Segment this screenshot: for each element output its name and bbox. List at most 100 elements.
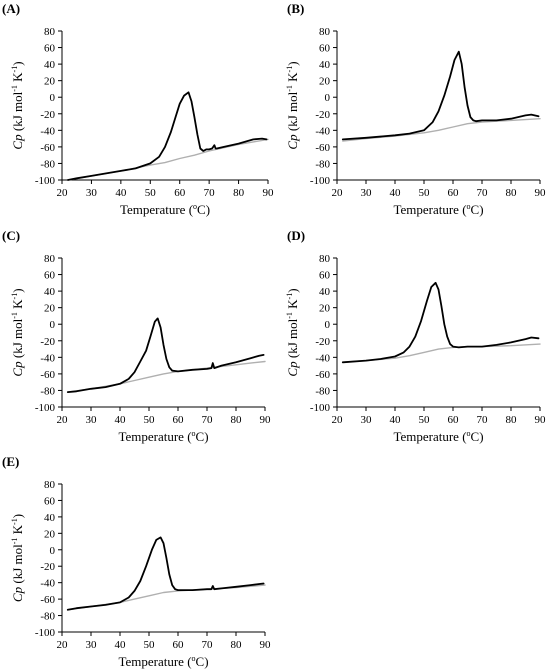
x-axis-title-text: Temperature ( xyxy=(118,654,191,669)
y-tick-label: -80 xyxy=(40,611,55,623)
y-tick-label: 60 xyxy=(44,43,56,55)
x-tick-label: 70 xyxy=(202,639,214,651)
y-tick-label: 0 xyxy=(325,92,331,104)
x-tick-label: 40 xyxy=(115,187,127,199)
y-tick-label: -100 xyxy=(35,402,56,414)
measured-curve xyxy=(67,91,268,181)
x-tick-label: 70 xyxy=(477,414,489,426)
y-tick-label: 40 xyxy=(319,286,331,298)
y-axis-title-text: (kJ mol xyxy=(10,544,25,584)
y-tick-label: 40 xyxy=(44,59,56,71)
y-axis-title-text: K xyxy=(10,524,25,537)
y-tick-label: -100 xyxy=(35,627,56,639)
y-tick-label: -40 xyxy=(315,352,330,364)
y-axis-title-text: (kJ mol xyxy=(285,91,300,131)
y-axis-title-symbol: Cp xyxy=(10,584,25,602)
y-axis-title: Cp (kJ mol-1 K-1) xyxy=(285,288,300,376)
y-tick-label: 80 xyxy=(44,253,56,265)
y-axis-title-text: (kJ mol xyxy=(285,318,300,358)
x-tick-label: 50 xyxy=(144,639,156,651)
x-tick-label: 20 xyxy=(57,414,69,426)
x-tick-label: 30 xyxy=(86,414,98,426)
y-axis-title-text: (kJ mol xyxy=(10,318,25,358)
x-axis-title-text: Temperature ( xyxy=(118,429,191,444)
x-tick-label: 50 xyxy=(419,187,431,199)
y-tick-label: 60 xyxy=(319,270,331,282)
y-tick-label: 40 xyxy=(44,512,56,524)
y-axis-title-symbol: Cp xyxy=(10,358,25,376)
y-tick-label: 80 xyxy=(319,253,331,265)
x-axis-title-end: C) xyxy=(197,202,210,217)
y-tick-label: -20 xyxy=(40,109,55,121)
y-axis-title-sup: -1 xyxy=(285,293,294,300)
y-tick-label: -20 xyxy=(40,561,55,573)
measured-curve xyxy=(341,50,540,141)
x-tick-label: 90 xyxy=(260,414,272,426)
panel-b: (B) -100 -80 -60 -40 -20 0 20 40 60 80 20 30 40 50 60 70… xyxy=(285,1,546,217)
y-tick-label: 0 xyxy=(50,545,56,557)
y-axis-title-end: ) xyxy=(10,514,25,518)
x-tick-label: 80 xyxy=(506,187,518,199)
y-axis-title-text: K xyxy=(285,72,300,85)
x-tick-label: 40 xyxy=(390,414,402,426)
x-tick-label: 40 xyxy=(390,187,402,199)
y-tick-label: -40 xyxy=(315,125,330,137)
y-tick-label: -100 xyxy=(310,402,331,414)
y-tick-label: 40 xyxy=(319,59,331,71)
y-tick-label: -80 xyxy=(40,158,55,170)
y-axis-title: Cp (kJ mol-1 K-1) xyxy=(10,288,25,376)
panel-label: (A) xyxy=(2,1,20,16)
y-tick-label: -100 xyxy=(310,175,331,187)
y-axis-title-end: ) xyxy=(285,61,300,65)
y-tick-label: -60 xyxy=(40,594,55,606)
x-tick-label: 30 xyxy=(361,187,373,199)
x-tick-label: 50 xyxy=(145,187,157,199)
y-tick-label: -20 xyxy=(40,336,55,348)
panel-d: (D) -100 -80 -60 -40 -20 0 20 40 60 80 20 30 40 50 60 70… xyxy=(285,228,546,444)
y-axis-title: Cp (kJ mol-1 K-1) xyxy=(285,61,300,149)
x-tick-label: 80 xyxy=(231,414,243,426)
panel-a: (A) -100 -80 -60 -40 -20 0 20 40 60 80 20 30 40 50 60 70… xyxy=(2,1,274,217)
x-tick-label: 70 xyxy=(477,187,489,199)
panel-e: (E) -100 -80 -60 -40 -20 0 20 40 60 80 20 30 40 50 60 70… xyxy=(2,454,271,669)
panel-label: (E) xyxy=(2,454,19,469)
x-tick-label: 60 xyxy=(173,639,185,651)
measured-curve xyxy=(341,281,540,364)
panel-label: (D) xyxy=(287,228,305,243)
y-axis-title-sup: -1 xyxy=(10,85,19,92)
x-tick-label: 40 xyxy=(115,414,127,426)
y-tick-label: 0 xyxy=(325,319,331,331)
x-tick-label: 80 xyxy=(231,639,243,651)
x-tick-label: 60 xyxy=(173,414,185,426)
y-tick-label: -40 xyxy=(40,578,55,590)
y-tick-label: 20 xyxy=(44,528,56,540)
y-axis-title: Cp (kJ mol-1 K-1) xyxy=(10,61,25,149)
x-tick-label: 30 xyxy=(86,187,98,199)
x-axis-title: Temperature (oC) xyxy=(393,429,483,444)
x-tick-label: 30 xyxy=(86,639,98,651)
y-axis-title-end: ) xyxy=(10,61,25,65)
y-tick-label: 20 xyxy=(319,303,331,315)
y-tick-label: 80 xyxy=(44,26,56,38)
x-tick-label: 60 xyxy=(448,414,460,426)
y-axis-title-sup: -1 xyxy=(10,518,19,525)
x-tick-label: 60 xyxy=(448,187,460,199)
x-tick-label: 20 xyxy=(332,187,344,199)
y-tick-label: 60 xyxy=(319,43,331,55)
y-axis-title-symbol: Cp xyxy=(285,358,300,376)
y-tick-label: 80 xyxy=(44,479,56,491)
x-tick-label: 20 xyxy=(57,639,69,651)
y-axis-title-text: K xyxy=(285,299,300,312)
y-tick-label: -60 xyxy=(40,142,55,154)
y-axis-title-sup: -1 xyxy=(10,293,19,300)
x-tick-label: 60 xyxy=(174,187,186,199)
x-axis-title-sup: o xyxy=(192,654,196,663)
y-axis-title-text: K xyxy=(10,299,25,312)
x-tick-label: 90 xyxy=(535,187,547,199)
x-tick-label: 20 xyxy=(57,187,69,199)
y-axis-title-sup: -1 xyxy=(10,312,19,319)
y-tick-label: 60 xyxy=(44,270,56,282)
y-tick-label: -80 xyxy=(315,158,330,170)
x-tick-label: 90 xyxy=(263,187,275,199)
